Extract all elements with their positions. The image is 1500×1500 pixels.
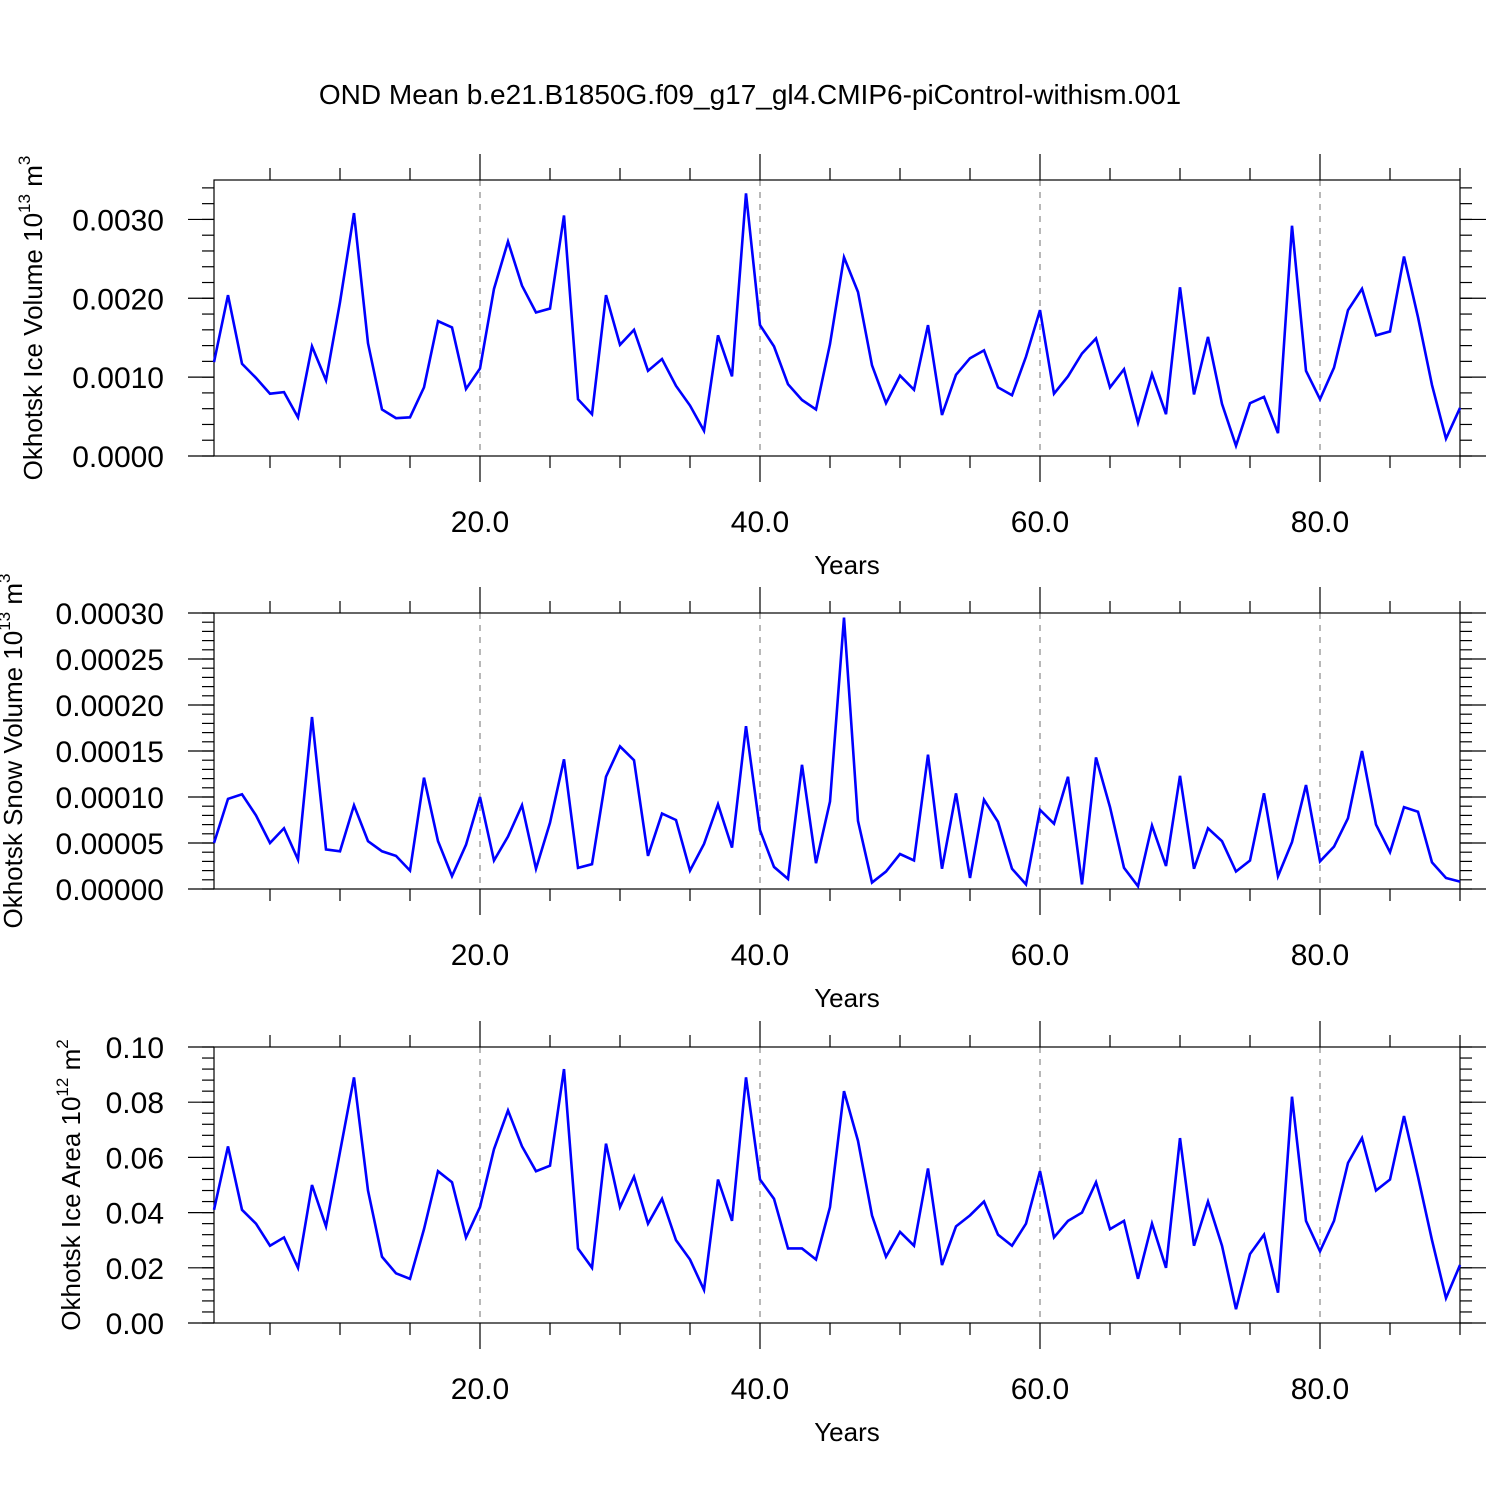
y-axis-label-unit-exponent: 3 bbox=[0, 574, 14, 583]
x-tick-label: 40.0 bbox=[731, 1373, 789, 1406]
plot-frame bbox=[213, 612, 1461, 890]
x-tick-label: 40.0 bbox=[731, 939, 789, 972]
x-tick-label: 60.0 bbox=[1011, 506, 1069, 539]
y-tick-label: 0.0010 bbox=[72, 362, 164, 395]
y-tick-label: 0.00 bbox=[106, 1308, 164, 1341]
x-tick-label: 60.0 bbox=[1011, 1373, 1069, 1406]
y-tick-label: 0.00015 bbox=[56, 736, 164, 769]
y-tick-label: 0.00020 bbox=[56, 690, 164, 723]
x-tick-label: 20.0 bbox=[451, 1373, 509, 1406]
y-tick-label: 0.00030 bbox=[56, 598, 164, 631]
x-tick-label: 40.0 bbox=[731, 506, 789, 539]
y-axis-label-unit: m bbox=[56, 1049, 86, 1078]
x-axis-label: Years bbox=[814, 550, 880, 580]
y-axis-label-text: Okhotsk Ice Area 10 bbox=[56, 1097, 86, 1331]
y-tick-label: 0.00005 bbox=[56, 828, 164, 861]
figure-title: OND Mean b.e21.B1850G.f09_g17_gl4.CMIP6-… bbox=[319, 79, 1181, 110]
series-line bbox=[212, 1068, 1462, 1310]
y-tick-label: 0.10 bbox=[106, 1032, 164, 1065]
y-tick-label: 0.00000 bbox=[56, 874, 164, 907]
y-axis-label-text: Okhotsk Ice Volume 10 bbox=[18, 213, 48, 480]
series-line bbox=[212, 617, 1461, 890]
y-axis-label: Okhotsk Ice Volume 1013 m3 bbox=[15, 156, 48, 481]
y-tick-label: 0.06 bbox=[106, 1142, 164, 1175]
y-axis-label: Okhotsk Ice Area 1012 m2 bbox=[53, 1039, 86, 1330]
x-axis-label: Years bbox=[814, 1417, 880, 1447]
y-axis-label-exponent: 13 bbox=[15, 194, 34, 213]
y-axis-label-unit: m bbox=[18, 165, 48, 194]
y-tick-label: 0.00010 bbox=[56, 782, 164, 815]
y-tick-label: 0.0020 bbox=[72, 283, 164, 316]
series-line bbox=[212, 193, 1462, 450]
snow-volume-panel: 20.0 40.0 60.0 80.0 0.00000 0.00005 0.00010 0.0… bbox=[0, 574, 1486, 1013]
y-axis-label-exponent: 12 bbox=[53, 1078, 72, 1097]
x-tick-label: 20.0 bbox=[451, 506, 509, 539]
y-tick-label: 0.08 bbox=[106, 1087, 164, 1120]
x-tick-label: 60.0 bbox=[1011, 939, 1069, 972]
y-axis-label: Okhotsk Snow Volume 1013 m3 bbox=[0, 574, 28, 929]
x-axis-label: Years bbox=[814, 983, 880, 1013]
y-tick-label: 0.04 bbox=[106, 1198, 164, 1231]
y-tick-label: 0.00025 bbox=[56, 644, 164, 677]
y-axis-label-exponent: 13 bbox=[0, 612, 14, 631]
x-tick-label: 80.0 bbox=[1291, 1373, 1349, 1406]
y-axis-label-unit: m bbox=[0, 583, 28, 612]
ice-volume-panel: 20.0 40.0 60.0 80.0 0.0000 0.0010 0.0020 0.0030… bbox=[15, 154, 1486, 580]
plot-frame bbox=[213, 1046, 1461, 1324]
y-axis-label-text: Okhotsk Snow Volume 10 bbox=[0, 631, 28, 929]
y-axis-label-unit-exponent: 3 bbox=[15, 156, 34, 165]
y-tick-label: 0.02 bbox=[106, 1253, 164, 1286]
plot-frame bbox=[213, 179, 1461, 457]
y-tick-label: 0.0030 bbox=[72, 204, 164, 237]
y-tick-label: 0.0000 bbox=[72, 441, 164, 474]
ice-area-panel: 20.0 40.0 60.0 80.0 0.00 0.02 0.04 0.06 0.08 0.10… bbox=[53, 1021, 1486, 1447]
x-tick-label: 80.0 bbox=[1291, 506, 1349, 539]
y-axis-label-unit-exponent: 2 bbox=[53, 1039, 72, 1048]
x-tick-label: 20.0 bbox=[451, 939, 509, 972]
x-tick-label: 80.0 bbox=[1291, 939, 1349, 972]
